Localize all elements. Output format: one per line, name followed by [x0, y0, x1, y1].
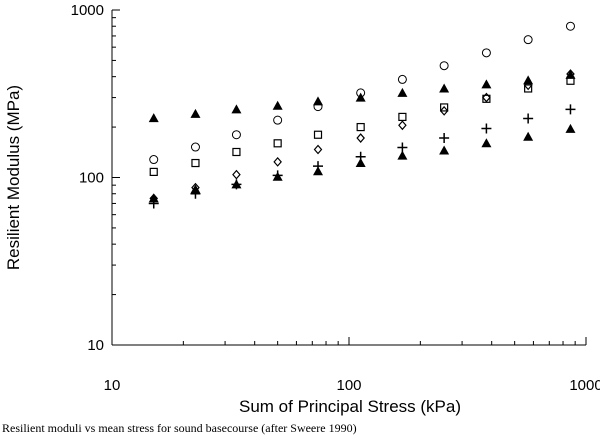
triangle-marker: [481, 138, 492, 148]
y-tick-label: 100: [79, 170, 104, 187]
triangle-marker: [439, 83, 450, 93]
x-tick-label: 100: [336, 377, 361, 394]
figure-caption: Resilient moduli vs mean stress for soun…: [2, 421, 357, 435]
plus-marker: [439, 133, 450, 144]
triangle-marker: [439, 145, 450, 155]
x-tick-label: 10: [104, 377, 121, 394]
circle-marker: [523, 35, 533, 45]
diamond-marker: [356, 133, 365, 143]
tick-marks: [111, 9, 587, 346]
diamond-marker: [439, 105, 449, 116]
circle-marker: [481, 48, 491, 58]
triangle-marker: [148, 193, 159, 203]
y-axis-title: Resilient Modulus (MPa): [4, 85, 23, 270]
axes: [111, 10, 586, 346]
square-marker: [356, 122, 365, 132]
triangle-marker: [565, 69, 576, 79]
diamond-marker: [482, 92, 491, 103]
x-tick-label: 1000: [569, 377, 600, 394]
square-marker: [440, 103, 449, 112]
diamond-marker: [232, 169, 241, 180]
data-points: [148, 21, 576, 209]
plus-marker: [565, 104, 576, 115]
circle-marker: [565, 21, 575, 31]
triangle-marker: [231, 179, 242, 189]
square-marker: [232, 147, 241, 157]
triangle-marker: [272, 100, 283, 110]
triangle-marker: [397, 150, 408, 160]
square-marker: [398, 112, 407, 122]
triangle-marker: [481, 79, 492, 89]
square-marker: [313, 130, 323, 139]
circle-marker: [149, 155, 159, 165]
circle-marker: [439, 61, 449, 71]
triangle-marker: [190, 184, 201, 194]
triangle-marker: [397, 87, 408, 97]
diamond-marker: [398, 120, 407, 131]
triangle-marker: [313, 96, 324, 106]
circle-marker: [231, 130, 241, 140]
triangle-marker: [272, 171, 283, 181]
plus-marker: [481, 123, 492, 134]
triangle-marker: [355, 158, 366, 168]
triangle-marker: [313, 166, 324, 176]
y-tick-label: 1000: [71, 2, 104, 19]
circle-marker: [190, 142, 200, 152]
square-marker: [273, 139, 282, 148]
square-marker: [524, 84, 533, 93]
square-marker: [191, 158, 200, 168]
triangle-marker: [565, 123, 576, 133]
tick-labels: 10 100 1000 10 100 1000: [71, 2, 600, 394]
triangle-marker: [523, 75, 534, 85]
diamond-marker: [273, 156, 282, 167]
square-marker: [149, 167, 158, 177]
plus-marker: [523, 113, 534, 124]
triangle-marker: [190, 108, 201, 118]
triangle-marker: [148, 113, 159, 123]
triangle-marker: [523, 131, 534, 141]
y-tick-label: 10: [87, 337, 104, 354]
triangle-marker: [355, 92, 366, 102]
circle-marker: [273, 115, 283, 125]
x-axis-title: Sum of Principal Stress (kPa): [239, 397, 461, 416]
circle-marker: [397, 74, 407, 84]
diamond-marker: [566, 69, 575, 79]
diamond-marker: [313, 144, 323, 155]
triangle-marker: [231, 104, 242, 114]
diamond-marker: [523, 80, 533, 91]
